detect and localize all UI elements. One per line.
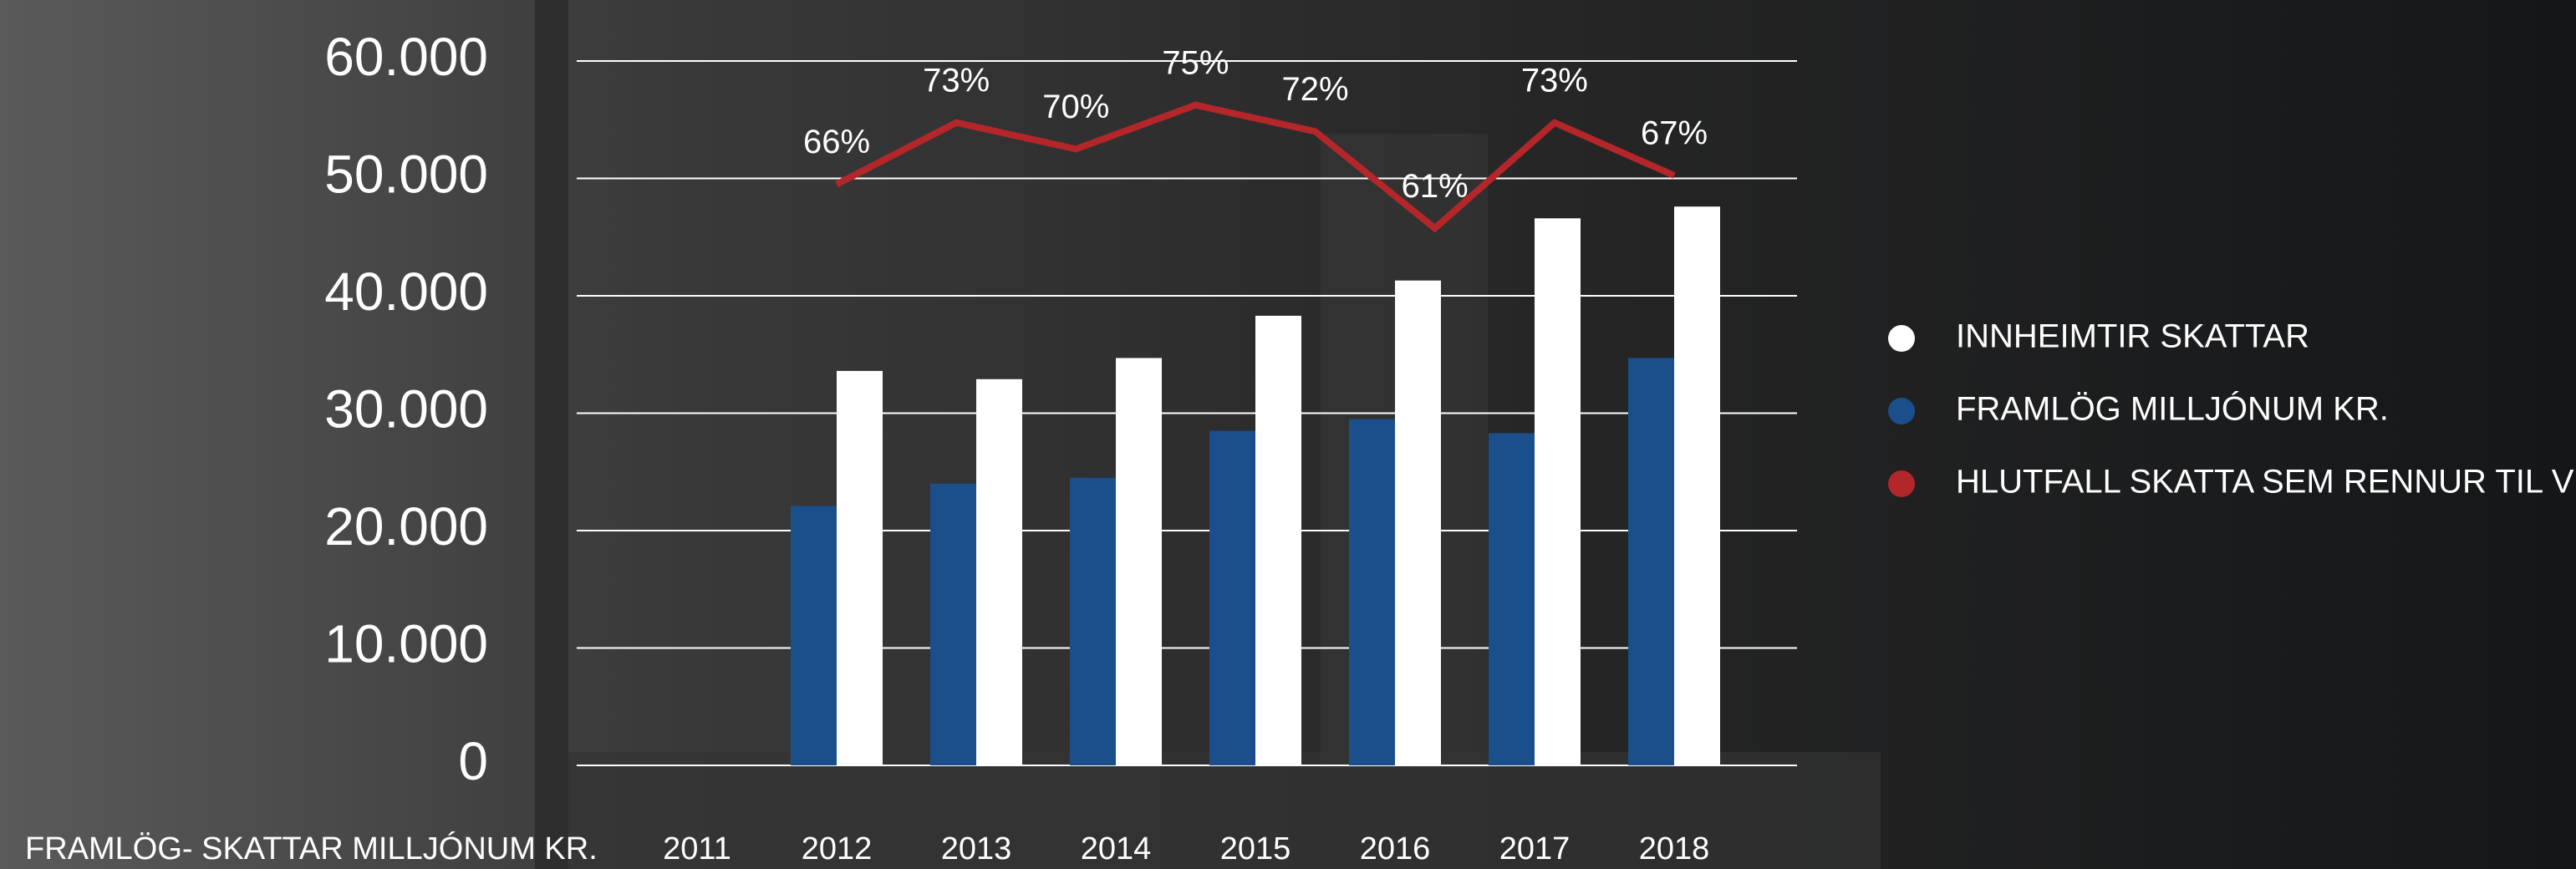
y-axis-title: FRAMLÖG- SKATTAR MILLJÓNUM KR. (25, 831, 598, 866)
data-label: 66% (803, 124, 870, 160)
bar (1349, 419, 1395, 765)
y-tick-label: 20.000 (324, 496, 488, 556)
legend-label: HLUTFALL SKATTA SEM RENNUR TIL VEGAGERÐA… (1956, 464, 2576, 501)
data-label: 61% (1402, 168, 1469, 205)
bar (1489, 433, 1535, 765)
bar (930, 483, 976, 765)
bar (1070, 477, 1116, 765)
x-tick-label: 2011 (663, 831, 731, 866)
line-series (835, 101, 1676, 233)
x-tick-label: 2013 (941, 831, 1012, 866)
data-label: 75% (1162, 44, 1229, 81)
background-detail (535, 0, 568, 869)
x-tick-label: 2015 (1220, 831, 1291, 866)
y-tick-label: 60.000 (324, 27, 488, 87)
bar (1628, 358, 1674, 765)
y-tick-label: 30.000 (324, 379, 488, 439)
bar (791, 506, 837, 765)
data-label: 70% (1042, 89, 1109, 125)
legend-marker (1888, 398, 1915, 424)
x-tick-label: 2017 (1499, 831, 1571, 866)
bar (1535, 218, 1581, 765)
y-tick-label: 50.000 (324, 144, 488, 204)
x-tick-label: 2012 (802, 831, 873, 866)
y-tick-label: 10.000 (324, 613, 488, 673)
legend-marker (1888, 470, 1915, 497)
legend-marker (1888, 325, 1915, 352)
x-tick-label: 2018 (1639, 831, 1710, 866)
legend-label: INNHEIMTIR SKATTAR (1956, 318, 2309, 355)
legend-label: FRAMLÖG MILLJÓNUM KR. (1956, 390, 2389, 428)
background-detail (568, 752, 1881, 869)
data-label: 73% (923, 62, 990, 99)
bar (1674, 206, 1720, 766)
y-tick-label: 40.000 (324, 262, 488, 322)
y-tick-label: 0 (458, 731, 488, 791)
bar (1116, 358, 1162, 765)
bar (837, 370, 883, 765)
x-tick-label: 2016 (1360, 831, 1431, 866)
data-label: 67% (1641, 115, 1708, 152)
bar (1395, 280, 1441, 765)
x-tick-label: 2014 (1081, 831, 1152, 866)
bar (976, 379, 1022, 765)
bar (1255, 315, 1301, 765)
data-label: 72% (1282, 71, 1349, 108)
data-label: 73% (1521, 62, 1588, 99)
bar (1209, 430, 1255, 765)
